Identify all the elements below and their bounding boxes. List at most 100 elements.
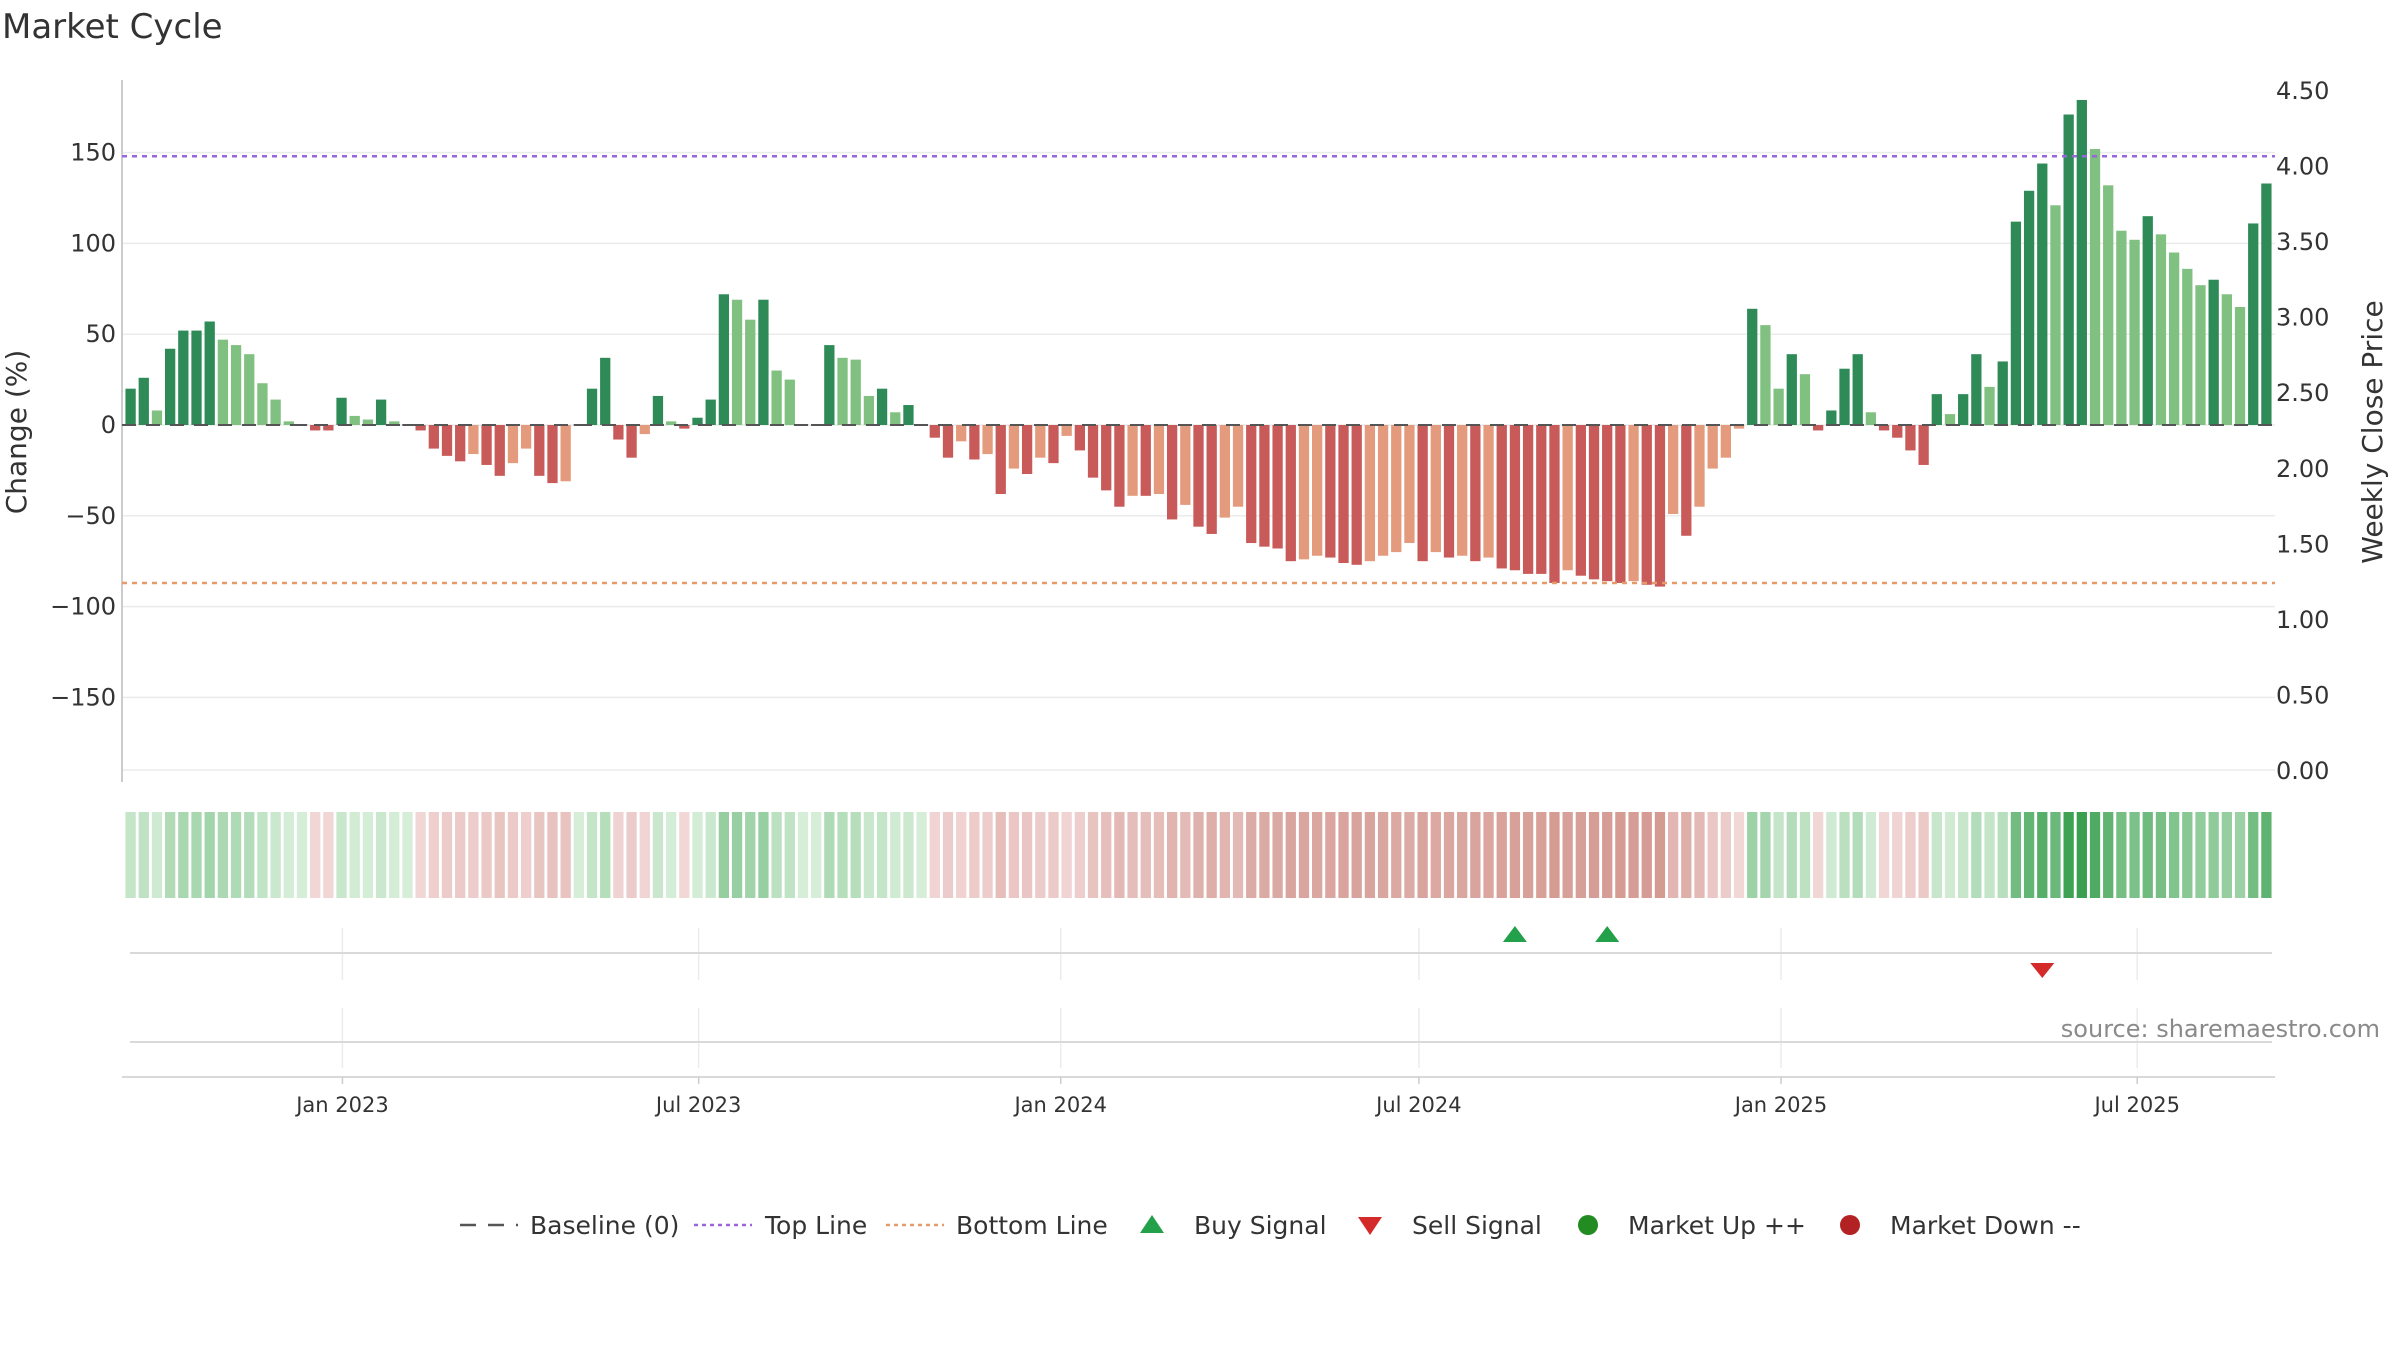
heat-cell (600, 812, 611, 898)
heat-cell (692, 812, 703, 898)
bar (2221, 294, 2232, 425)
heat-cell (1404, 812, 1415, 898)
legend-sell-signal-icon (1358, 1217, 1382, 1235)
legend-entry: Top Line (764, 1211, 867, 1240)
heat-cell (1720, 812, 1732, 898)
y-axis-ticks: 150 100 50 0 −50 −100 −150 (50, 139, 116, 712)
heat-cell (1628, 812, 1639, 898)
heat-cell (1588, 812, 1600, 898)
bar (600, 357, 611, 425)
y2-tick-label: 4.00 (2276, 153, 2329, 181)
bar (349, 415, 360, 425)
heat-cell (1839, 812, 1850, 898)
heat-cell (455, 812, 466, 898)
bars (125, 99, 2272, 587)
bar (2208, 279, 2219, 425)
bar (507, 425, 519, 464)
heat-cell (1971, 812, 1982, 898)
heat-cell (178, 812, 189, 898)
bar (1035, 425, 1046, 458)
heat-cell (165, 812, 176, 898)
heat-cell (1180, 812, 1191, 898)
bar (455, 425, 466, 462)
heat-cell (2076, 812, 2087, 898)
legend-entry: Sell Signal (1412, 1211, 1542, 1240)
bar (586, 388, 598, 425)
bar (1997, 361, 2008, 425)
bar (1259, 425, 1270, 547)
heat-cell (270, 812, 281, 898)
bar (1061, 425, 1072, 436)
reference-lines (122, 155, 2275, 585)
heat-cell (1509, 812, 1521, 898)
heat-cell (705, 812, 716, 898)
x-tick-label: Jan 2025 (1733, 1093, 1828, 1117)
bar (1443, 425, 1455, 558)
bar (890, 412, 901, 425)
heat-cell (586, 812, 598, 898)
bar (2037, 163, 2048, 426)
buy-signal-icon (1502, 926, 1527, 942)
bar (652, 395, 664, 425)
heat-cell (349, 812, 360, 898)
bar (876, 388, 888, 425)
heat-cell (1865, 812, 1877, 898)
bar (1681, 425, 1692, 536)
legend-market-up-icon (1578, 1215, 1598, 1235)
heat-cell (1878, 812, 1890, 898)
heat-cell (1799, 812, 1811, 898)
sell-signal-icon (2030, 963, 2055, 978)
heat-cell (890, 812, 901, 898)
heat-cell (1298, 812, 1310, 898)
bar (1114, 425, 1125, 507)
heat-cell (428, 812, 439, 898)
bar (336, 397, 347, 425)
bar (1377, 425, 1389, 556)
bar (1865, 412, 1877, 425)
bar (2168, 252, 2180, 425)
heat-cell (1351, 812, 1362, 898)
bar (547, 425, 558, 484)
bar (1984, 386, 1995, 425)
bar (1694, 425, 1705, 507)
bar (138, 377, 149, 425)
bar (2261, 183, 2272, 425)
bar (1720, 425, 1732, 458)
bar (1971, 354, 1982, 425)
heat-cell (1417, 812, 1428, 898)
bar (1101, 425, 1112, 491)
heat-cell (2248, 812, 2259, 898)
heat-cell (1931, 812, 1942, 898)
x-axis-ticks: Jan 2023 Jul 2023 Jan 2024 Jul 2024 Jan 2025… (294, 1077, 2180, 1117)
bar (1522, 425, 1534, 574)
bar (718, 294, 730, 425)
heat-cell (2168, 812, 2180, 898)
bar (626, 425, 637, 458)
bar (824, 345, 835, 425)
y-tick-label: 100 (70, 229, 116, 257)
heat-cell (547, 812, 558, 898)
heat-cell (1892, 812, 1903, 898)
heat-cell (362, 812, 374, 898)
bar (2103, 185, 2114, 425)
bar (1417, 425, 1428, 562)
heat-cell (665, 812, 677, 898)
heat-cell (125, 812, 136, 898)
bar (244, 354, 255, 425)
y2-tick-label: 3.00 (2276, 304, 2329, 332)
heat-cell (1140, 812, 1151, 898)
bar (1615, 425, 1626, 583)
heat-cell (2089, 812, 2101, 898)
bar (1575, 425, 1586, 576)
bar (1760, 325, 1771, 425)
bar (441, 425, 453, 456)
bar (1602, 425, 1613, 582)
legend-entry: Market Down -- (1890, 1211, 2081, 1240)
heat-cell (2208, 812, 2219, 898)
heat-cell (1246, 812, 1257, 898)
bar (1799, 374, 1811, 425)
heat-cell (1654, 812, 1666, 898)
bar (428, 425, 439, 449)
bar (1298, 425, 1310, 560)
heat-cell (2010, 812, 2022, 898)
